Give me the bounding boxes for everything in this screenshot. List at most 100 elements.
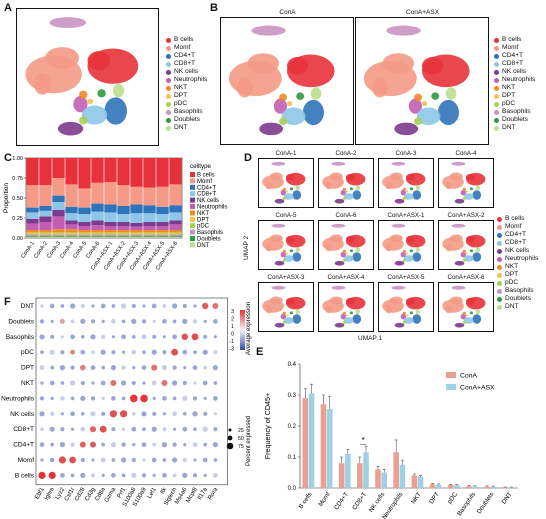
chart-c-legend-label: DPT [197,217,209,223]
expression-dot [203,319,207,323]
umap-cluster [346,173,355,181]
expression-dot [80,318,86,324]
legend-swatch [166,61,171,67]
expression-dot [182,303,187,309]
expression-dot [109,410,117,418]
stack-segment [26,185,39,208]
legend-label: Basophils [505,287,534,294]
umap-d-plot [322,161,366,204]
y-tick-label: 0.0 [288,486,297,492]
y-tick-label: 0.2 [288,424,297,430]
stack-segment [65,234,78,237]
expression-dot [203,396,207,400]
expression-dot [101,365,106,370]
legend-label: Basophils [502,108,531,115]
umap-cluster [386,25,421,36]
expression-dot [49,380,55,386]
umap-d-plot [322,285,366,328]
expression-dot [213,473,218,478]
legend-item: DPT [166,92,207,100]
umap-cluster [329,172,343,181]
y-tick-label: 0.3 [288,393,297,399]
umap-cluster [283,317,294,324]
umap-cluster [334,322,345,328]
legend-swatch [446,372,456,378]
umap-d-plot [382,161,426,204]
expression-dot [120,410,128,418]
stack-segment [143,237,156,238]
legend-item: CD4+T [494,52,535,60]
expression-dot [131,303,136,309]
gene-label: Itk [160,486,169,495]
umap-cluster [422,101,428,107]
umap-cluster [462,311,466,315]
expression-dot [70,303,76,309]
legend-item: Momf [497,223,538,231]
umap-cluster [280,189,286,196]
expression-dot [70,349,75,355]
stack-segment [39,237,52,238]
stack-segment [169,234,182,237]
expression-dot [182,349,188,355]
bar [381,472,387,488]
stack-segment [91,236,104,238]
stack-segment [156,233,169,235]
umap-cluster [236,77,253,98]
umap-cluster [466,297,475,305]
expression-dot [79,441,86,448]
umap-d-panel [318,220,374,270]
expression-dot [121,380,127,386]
stack-segment [39,230,52,233]
expression-dot [59,365,65,371]
stack-segment [39,234,52,237]
expression-dot [70,442,75,447]
legend-item: B cells [497,215,538,223]
expression-dot [50,334,55,339]
stack-segment [52,216,65,230]
expression-dot [152,411,157,416]
umap-cluster [462,258,466,262]
umap-d-plot [262,285,306,328]
umap-cluster [466,190,469,193]
stack-segment [52,229,65,233]
umap-cluster [286,297,295,305]
expression-dot [101,334,106,339]
umap-d-panel [438,158,494,208]
umap-d-plot [442,161,486,204]
expression-dot [90,411,96,417]
expression-dot [80,472,86,478]
umap-cluster [466,173,475,181]
umap-cluster [394,198,405,204]
umap-cluster [280,251,286,258]
umap-cluster [325,243,332,252]
stack-segment [169,237,182,238]
umap-cluster [289,249,294,253]
stacked-bar-chart-c: 0.000.250.500.751.00ProportionConA-1ConA… [3,156,227,272]
legend-swatch [166,45,171,51]
stack-segment [39,222,52,230]
bar [393,452,399,488]
stack-segment [117,234,130,237]
stack-segment [65,184,78,207]
umap-cluster [412,314,422,324]
chart-c-legend-title: celltype [190,163,212,170]
umap-cluster [340,313,346,320]
legend-swatch [166,77,171,83]
size-legend-dot [226,442,234,450]
legend-item: NKT [494,84,535,92]
chart-c-legend-label: Basophils [197,230,223,236]
gene-label: Ebf1 [34,486,46,500]
stack-segment [26,233,39,235]
expression-dot [122,427,126,431]
umap-cluster [466,235,475,243]
umap-cluster [289,187,294,191]
stack-segment [78,230,91,233]
expression-dot [192,396,198,401]
umap-cluster [286,173,295,181]
umap-cluster [274,260,285,266]
legend-item: DNT [497,303,538,311]
legend-item: DNT [166,124,207,132]
expression-dot [39,365,45,370]
umap-cluster [287,101,293,107]
legend-item: CD4+T [497,231,538,239]
